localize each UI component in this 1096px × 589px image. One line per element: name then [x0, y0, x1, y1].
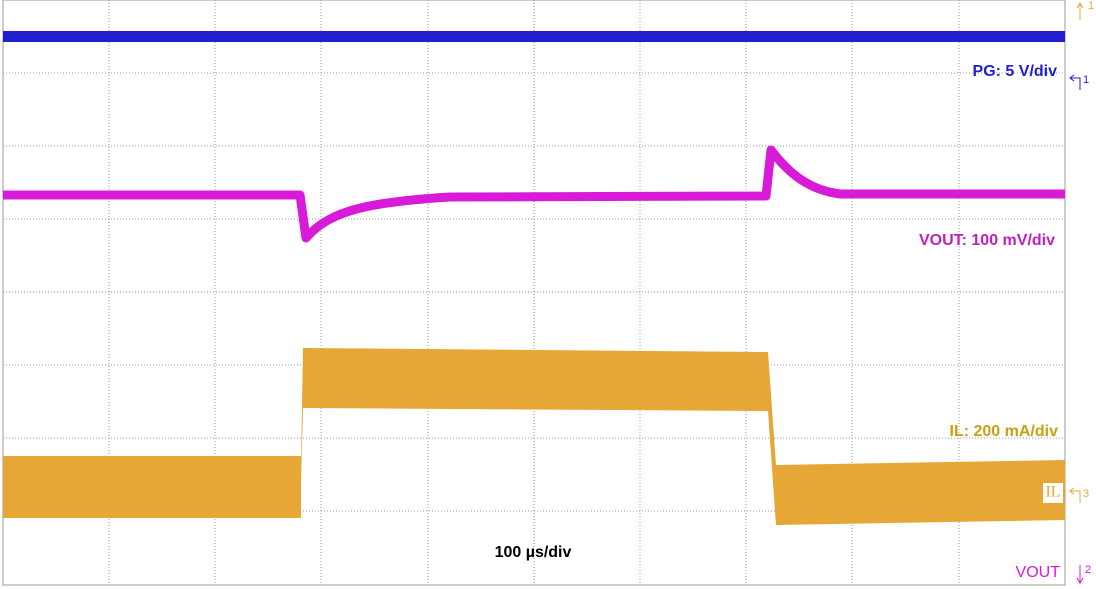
magenta-trace [3, 145, 1065, 243]
vout-label: VOUT: 100 mV/div [919, 232, 1055, 249]
ch2-ref-marker: 2 [1085, 564, 1091, 576]
blue-trace [3, 31, 1065, 42]
orange-trace [3, 348, 1065, 525]
ch1-ref-marker: 1 [1083, 74, 1089, 86]
channel-markers: 1 1 3 2 [1069, 0, 1094, 584]
il-tag: IL [1045, 484, 1060, 501]
ch1-top-marker: 1 [1088, 0, 1094, 12]
il-label: IL: 200 mA/div [950, 423, 1059, 440]
il-tag-box [1043, 483, 1063, 503]
time-label: 100 µs/div [495, 544, 572, 561]
vout-tag: VOUT [1016, 564, 1061, 581]
ch3-ref-marker: 3 [1083, 488, 1089, 500]
pg-label: PG: 5 V/div [973, 63, 1058, 80]
